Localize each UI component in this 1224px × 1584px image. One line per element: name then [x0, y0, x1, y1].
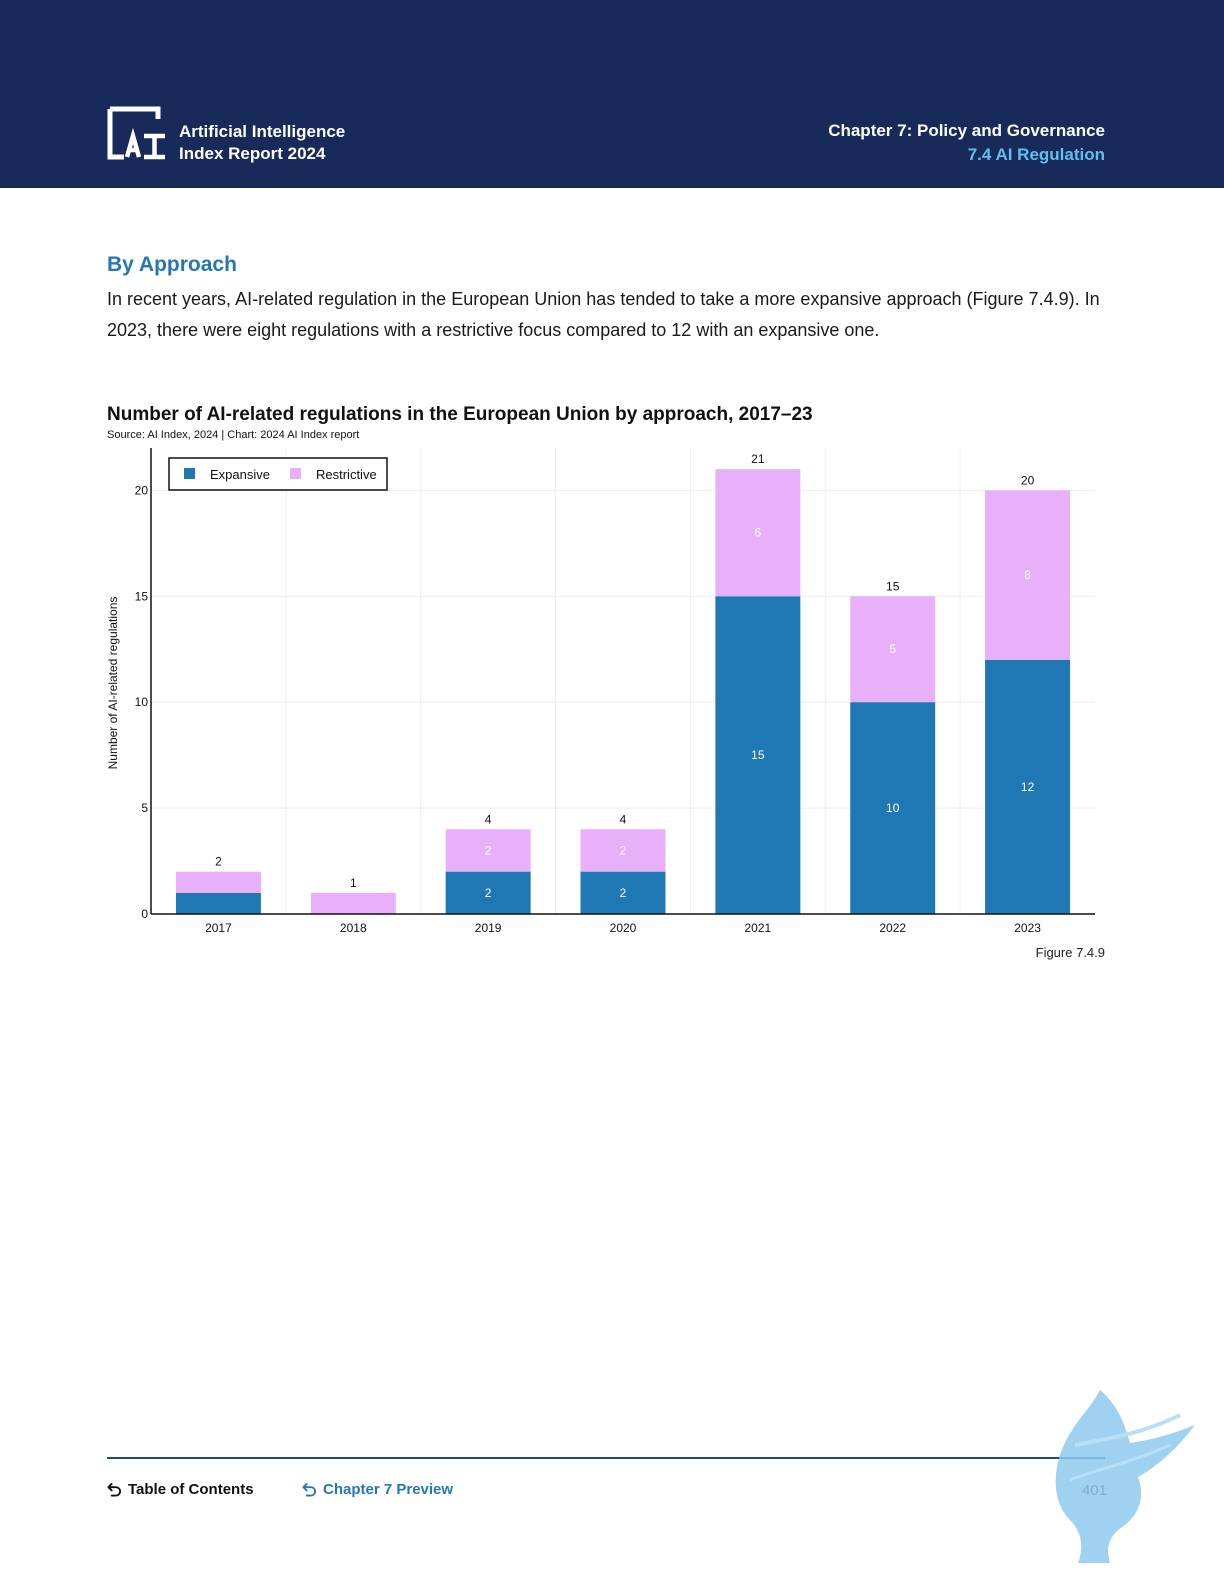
bar-total-label: 15: [886, 579, 900, 593]
y-tick-label: 20: [135, 483, 149, 497]
body-paragraph: In recent years, AI-related regulation i…: [107, 289, 1100, 340]
y-tick-label: 0: [141, 907, 148, 921]
bar-restrictive-2021: [715, 469, 801, 597]
legend-swatch: [184, 468, 195, 479]
bar-value-label: 5: [889, 642, 896, 656]
bar-value-label: 12: [1021, 780, 1035, 794]
bar-expansive-2020: [580, 871, 666, 914]
bar-restrictive-2019: [445, 829, 531, 872]
bar-expansive-2019: [445, 871, 531, 914]
bar-expansive-2022: [850, 702, 936, 914]
legend-box: [168, 457, 388, 491]
bar-total-label: 4: [620, 812, 627, 826]
bar-restrictive-2017: [175, 871, 261, 893]
x-tick-label: 2022: [879, 921, 906, 935]
footer-divider: [107, 1457, 1105, 1459]
x-tick-label: 2023: [1014, 921, 1041, 935]
legend-swatch: [290, 468, 301, 479]
report-title: Artificial Intelligence Index Report 202…: [179, 121, 345, 165]
bar-restrictive-2023: [985, 490, 1071, 660]
bar-restrictive-2020: [580, 829, 666, 872]
return-arrow-icon: [107, 1482, 122, 1497]
y-tick-label: 15: [135, 589, 149, 603]
legend-entry: Restrictive: [316, 467, 377, 482]
page-header: Artificial Intelligence Index Report 202…: [0, 0, 1224, 188]
x-tick-label: 2021: [745, 921, 772, 935]
bar-value-label: 2: [485, 886, 492, 900]
chapter-preview-link[interactable]: Chapter 7 Preview: [302, 1481, 453, 1498]
table-of-contents-link[interactable]: Table of Contents: [107, 1481, 254, 1498]
ai-index-logo: [107, 106, 165, 160]
bar-total-label: 20: [1021, 473, 1035, 487]
x-tick-label: 2018: [340, 921, 367, 935]
bar-expansive-2021: [715, 596, 801, 914]
bar-restrictive-2018: [310, 892, 396, 914]
chart-title: Number of AI-related regulations in the …: [107, 404, 813, 425]
griffin-watermark: [1055, 1390, 1195, 1563]
y-tick-label: 10: [135, 695, 149, 709]
chapter-info: Chapter 7: Policy and Governance 7.4 AI …: [828, 119, 1105, 167]
report-title-line2: Index Report 2024: [179, 144, 326, 163]
bar-total-label: 1: [350, 876, 357, 890]
x-tick-label: 2019: [475, 921, 502, 935]
section-title[interactable]: 7.4 AI Regulation: [967, 145, 1105, 164]
y-tick-label: 5: [141, 801, 148, 815]
legend-entry: Expansive: [210, 467, 270, 482]
bar-value-label: 15: [751, 748, 765, 762]
report-title-line1: Artificial Intelligence: [179, 122, 346, 141]
x-tick-label: 2020: [610, 921, 637, 935]
table-of-contents-label: Table of Contents: [128, 1481, 254, 1498]
y-axis-label: Number of AI-related regulations: [106, 597, 120, 770]
bar-value-label: 10: [886, 801, 900, 815]
bar-total-label: 4: [485, 812, 492, 826]
bar-total-label: 2: [215, 855, 222, 869]
bar-expansive-2017: [175, 892, 261, 914]
bar-value-label: 6: [755, 526, 762, 540]
bar-restrictive-2022: [850, 596, 936, 703]
chapter-title: Chapter 7: Policy and Governance: [828, 121, 1105, 140]
bar-value-label: 2: [485, 843, 492, 857]
bar-expansive-2023: [985, 659, 1071, 914]
return-arrow-icon: [302, 1482, 317, 1497]
figure-label: Figure 7.4.9: [1035, 945, 1105, 960]
bar-value-label: 2: [620, 843, 627, 857]
bar-value-label: 2: [620, 886, 627, 900]
chart-source: Source: AI Index, 2024 | Chart: 2024 AI …: [107, 429, 360, 441]
chapter-preview-label: Chapter 7 Preview: [323, 1481, 454, 1498]
x-tick-label: 2017: [205, 921, 232, 935]
section-heading: By Approach: [107, 253, 237, 276]
bar-value-label: 8: [1024, 568, 1031, 582]
bar-total-label: 21: [751, 452, 765, 466]
